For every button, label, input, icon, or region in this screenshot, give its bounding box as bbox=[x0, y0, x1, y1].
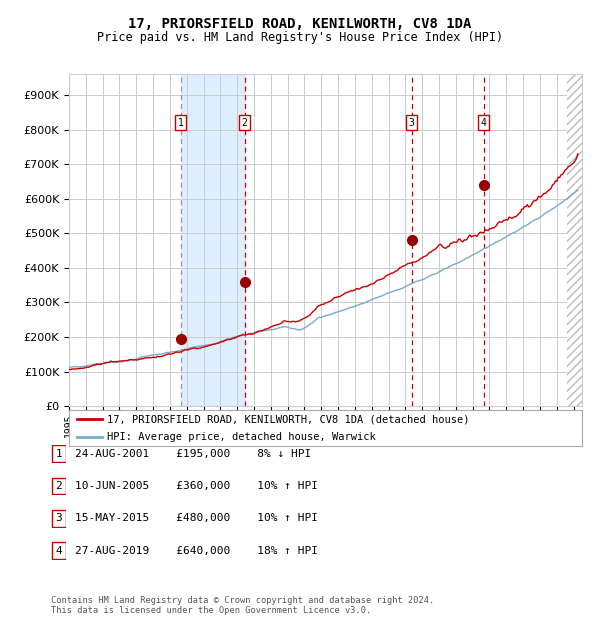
Bar bbox=[567, 74, 582, 406]
FancyBboxPatch shape bbox=[52, 445, 65, 462]
Text: 24-AUG-2001    £195,000    8% ↓ HPI: 24-AUG-2001 £195,000 8% ↓ HPI bbox=[75, 449, 311, 459]
Text: 1: 1 bbox=[178, 118, 184, 128]
FancyBboxPatch shape bbox=[52, 477, 65, 495]
Text: Contains HM Land Registry data © Crown copyright and database right 2024.: Contains HM Land Registry data © Crown c… bbox=[51, 596, 434, 604]
Text: 4: 4 bbox=[55, 546, 62, 556]
Text: 2: 2 bbox=[55, 481, 62, 491]
Text: 15-MAY-2015    £480,000    10% ↑ HPI: 15-MAY-2015 £480,000 10% ↑ HPI bbox=[75, 513, 318, 523]
FancyBboxPatch shape bbox=[52, 510, 65, 526]
Text: 4: 4 bbox=[481, 118, 487, 128]
Text: HPI: Average price, detached house, Warwick: HPI: Average price, detached house, Warw… bbox=[107, 432, 376, 443]
Text: Price paid vs. HM Land Registry's House Price Index (HPI): Price paid vs. HM Land Registry's House … bbox=[97, 31, 503, 44]
Text: 3: 3 bbox=[55, 513, 62, 523]
Text: This data is licensed under the Open Government Licence v3.0.: This data is licensed under the Open Gov… bbox=[51, 606, 371, 614]
Text: 27-AUG-2019    £640,000    18% ↑ HPI: 27-AUG-2019 £640,000 18% ↑ HPI bbox=[75, 546, 318, 556]
Text: 1: 1 bbox=[55, 449, 62, 459]
Text: 17, PRIORSFIELD ROAD, KENILWORTH, CV8 1DA: 17, PRIORSFIELD ROAD, KENILWORTH, CV8 1D… bbox=[128, 17, 472, 32]
FancyBboxPatch shape bbox=[69, 410, 582, 446]
FancyBboxPatch shape bbox=[52, 542, 65, 559]
Text: 2: 2 bbox=[242, 118, 248, 128]
Text: 17, PRIORSFIELD ROAD, KENILWORTH, CV8 1DA (detached house): 17, PRIORSFIELD ROAD, KENILWORTH, CV8 1D… bbox=[107, 414, 470, 425]
Text: 3: 3 bbox=[409, 118, 415, 128]
Text: 10-JUN-2005    £360,000    10% ↑ HPI: 10-JUN-2005 £360,000 10% ↑ HPI bbox=[75, 481, 318, 491]
Bar bbox=[181, 74, 245, 406]
